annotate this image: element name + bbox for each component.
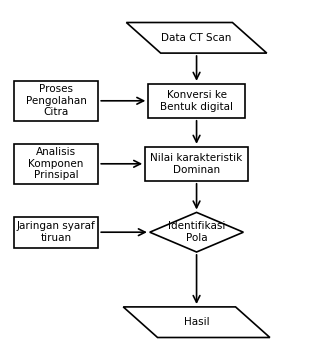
Bar — [148, 84, 245, 118]
Polygon shape — [126, 22, 267, 53]
Polygon shape — [123, 307, 270, 338]
Text: Konversi ke
Bentuk digital: Konversi ke Bentuk digital — [160, 90, 233, 112]
Bar — [14, 217, 98, 248]
Text: Identifikasi
Pola: Identifikasi Pola — [168, 221, 225, 243]
Bar — [14, 81, 98, 121]
Text: Nilai karakteristik
Dominan: Nilai karakteristik Dominan — [150, 153, 243, 175]
Bar — [145, 147, 248, 181]
Text: Data CT Scan: Data CT Scan — [161, 33, 232, 43]
Text: Analisis
Komponen
Prinsipal: Analisis Komponen Prinsipal — [28, 147, 84, 180]
Text: Proses
Pengolahan
Citra: Proses Pengolahan Citra — [26, 84, 87, 117]
Bar — [14, 144, 98, 184]
Text: Jaringan syaraf
tiruan: Jaringan syaraf tiruan — [17, 221, 95, 243]
Text: Hasil: Hasil — [184, 317, 209, 327]
Polygon shape — [150, 212, 243, 252]
